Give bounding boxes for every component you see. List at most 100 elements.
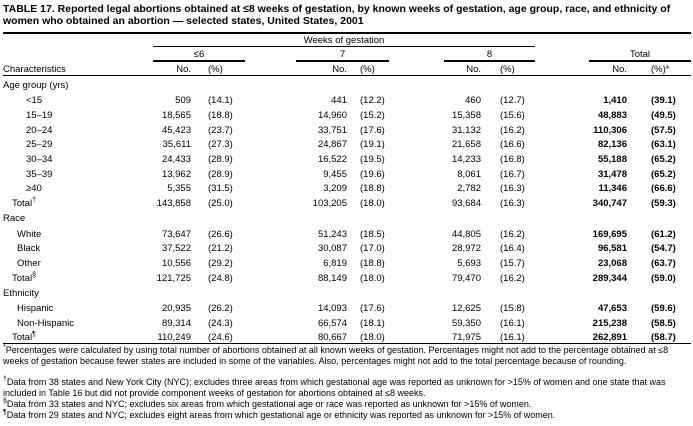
cell-percent: (12.7) [500,95,525,107]
cell-count: 121,725 [156,272,191,284]
cell-percent: (21.2) [208,243,233,255]
footnote-mark: ¶ [32,331,36,339]
cell-percent: (18.1) [360,317,385,329]
bottom-rule [3,343,691,344]
cell-percent: (23.7) [208,124,233,136]
column-group-3: Total [629,49,651,60]
cell-count: 13,962 [161,168,191,180]
row-label-text: Total [12,198,33,210]
footnote-mark: § [32,271,36,279]
row-label-text: White [17,228,42,240]
row-label: Total† [12,196,36,210]
cell-count: 20,935 [161,303,191,314]
cell-percent: (27.3) [208,139,233,151]
cell-percent: (16.7) [500,168,525,180]
cell-percent: (17.6) [360,124,385,136]
header-rule [3,75,691,76]
row-label: 15–19 [26,110,52,121]
cell-percent: (31.5) [208,183,233,195]
cell-count: 14,960 [317,109,347,121]
cell-count: 23,068 [597,257,627,269]
cell-percent: (58.7) [651,332,676,344]
row-label-text: Non-Hispanic [17,317,75,329]
column-header-pct: (%) [500,64,515,75]
cell-percent: (16.3) [500,198,525,210]
cell-count: 169,695 [592,228,627,240]
footnote-text: Data from 29 states and NYC; excludes ei… [6,409,556,420]
column-header-no: No. [466,64,481,75]
cell-percent: (15.7) [500,257,525,269]
cell-percent: (58.5) [651,317,676,329]
cell-count: 31,478 [597,168,627,180]
cell-percent: (61.2) [651,228,676,240]
column-group-1: 7 [339,49,346,60]
cell-percent: (57.5) [651,124,676,136]
row-label-text: ≥40 [26,183,42,195]
cell-count: 5,693 [457,257,481,269]
cell-percent: (16.2) [500,272,525,284]
cell-count: 59,350 [451,317,481,329]
footnote-mark: § [3,397,7,405]
column-header-no: No. [176,64,191,75]
cell-percent: (16.2) [500,228,525,240]
cell-percent: (28.9) [208,168,233,180]
cell-percent: (24.3) [208,317,233,329]
cell-count: 80,667 [317,332,347,344]
row-label-text: 20–24 [26,124,53,136]
row-label: 30–34 [26,154,52,165]
cell-percent: (18.5) [360,228,385,240]
column-group-rule [589,60,691,62]
row-label-text: Total [12,332,33,344]
row-label-text: 35–39 [26,168,53,180]
cell-count: 30,087 [317,243,347,255]
cell-count: 15,358 [451,109,481,121]
cell-count: 24,433 [161,154,191,165]
column-group-rule [296,60,389,62]
footnote-text: Percentages were calculated by using tot… [3,345,669,366]
row-label: Other [17,258,41,269]
cell-percent: (59.6) [651,303,676,314]
cell-count: 340,747 [592,198,627,210]
footnote-mark: † [32,196,36,204]
cell-percent: (17.0) [360,243,385,255]
column-group-2: 8 [486,49,493,60]
cell-count: 460 [465,95,481,107]
cell-percent: (18.0) [360,332,385,344]
cell-count: 441 [331,95,347,107]
cell-percent: (29.2) [208,257,233,269]
row-label-text: Other [17,257,41,269]
footnote: *Percentages were calculated by using to… [3,344,689,366]
column-group-0: ≤6 [193,49,205,60]
cell-count: 509 [175,95,191,107]
cell-percent: (16.8) [500,154,525,165]
row-label: ≥40 [26,183,42,194]
cell-count: 18,565 [161,109,191,121]
cell-percent: (15.8) [500,303,525,314]
row-label-text: <15 [26,95,43,107]
footnote-mark: * [3,344,6,351]
cell-percent: (18.0) [360,272,385,284]
cell-percent: (19.5) [360,154,385,165]
cell-percent: (24.8) [208,272,233,284]
cell-count: 9,455 [323,168,347,180]
row-label: 25–29 [26,139,52,150]
cell-count: 12,625 [451,303,481,314]
cell-count: 8,061 [457,168,481,180]
column-header-no: No. [332,64,347,75]
cell-count: 10,556 [161,257,191,269]
cell-percent: (12.2) [360,95,385,107]
row-label-text: Black [17,243,41,255]
column-group-rule [444,60,535,62]
cell-percent: (65.2) [651,154,676,165]
cell-percent: (16.1) [500,317,525,329]
cell-count: 14,093 [317,303,347,314]
column-header-pct: (%) [360,64,375,75]
column-header-no: No. [612,64,627,75]
cell-percent: (25.0) [208,198,233,210]
cell-count: 45,423 [161,124,191,136]
cell-count: 37,522 [161,243,191,255]
footnote-text: Data from 33 states and NYC; excludes si… [6,398,532,409]
footnote: ¶Data from 29 states and NYC; excludes e… [3,409,689,421]
row-label-text: Total [12,272,33,284]
